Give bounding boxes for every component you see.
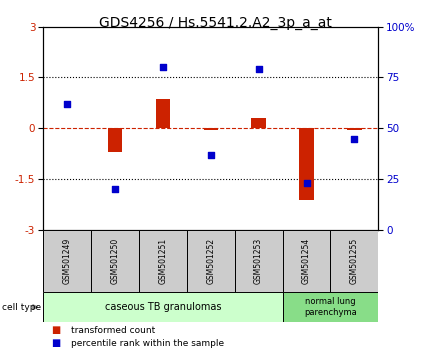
Text: ■: ■ xyxy=(52,325,61,335)
Point xyxy=(351,136,358,141)
Bar xyxy=(347,128,362,130)
Text: normal lung
parenchyma: normal lung parenchyma xyxy=(304,297,357,317)
Text: percentile rank within the sample: percentile rank within the sample xyxy=(71,339,224,348)
Point xyxy=(207,152,214,158)
Bar xyxy=(91,230,139,292)
Bar xyxy=(108,128,122,152)
Text: GSM501249: GSM501249 xyxy=(62,238,71,284)
Text: ■: ■ xyxy=(52,338,61,348)
Text: GSM501251: GSM501251 xyxy=(158,238,167,284)
Text: GSM501250: GSM501250 xyxy=(111,238,120,284)
Bar xyxy=(43,292,283,322)
Text: GSM501253: GSM501253 xyxy=(254,238,263,284)
Text: GSM501252: GSM501252 xyxy=(206,238,215,284)
Point xyxy=(160,64,166,70)
Bar xyxy=(156,99,170,128)
Bar xyxy=(283,230,331,292)
Text: GSM501254: GSM501254 xyxy=(302,238,311,284)
Bar xyxy=(252,118,266,128)
Text: GDS4256 / Hs.5541.2.A2_3p_a_at: GDS4256 / Hs.5541.2.A2_3p_a_at xyxy=(98,16,332,30)
Bar xyxy=(139,230,187,292)
Bar xyxy=(235,230,283,292)
Point xyxy=(303,181,310,186)
Bar xyxy=(187,230,235,292)
Text: GSM501255: GSM501255 xyxy=(350,238,359,284)
Bar xyxy=(203,128,218,130)
Text: transformed count: transformed count xyxy=(71,326,155,335)
Text: caseous TB granulomas: caseous TB granulomas xyxy=(104,302,221,312)
Bar xyxy=(299,128,314,200)
Bar xyxy=(43,230,91,292)
Point xyxy=(255,67,262,72)
Bar xyxy=(283,292,378,322)
Point xyxy=(64,101,71,107)
Text: cell type: cell type xyxy=(2,303,41,312)
Point xyxy=(111,187,118,192)
Bar xyxy=(331,230,378,292)
